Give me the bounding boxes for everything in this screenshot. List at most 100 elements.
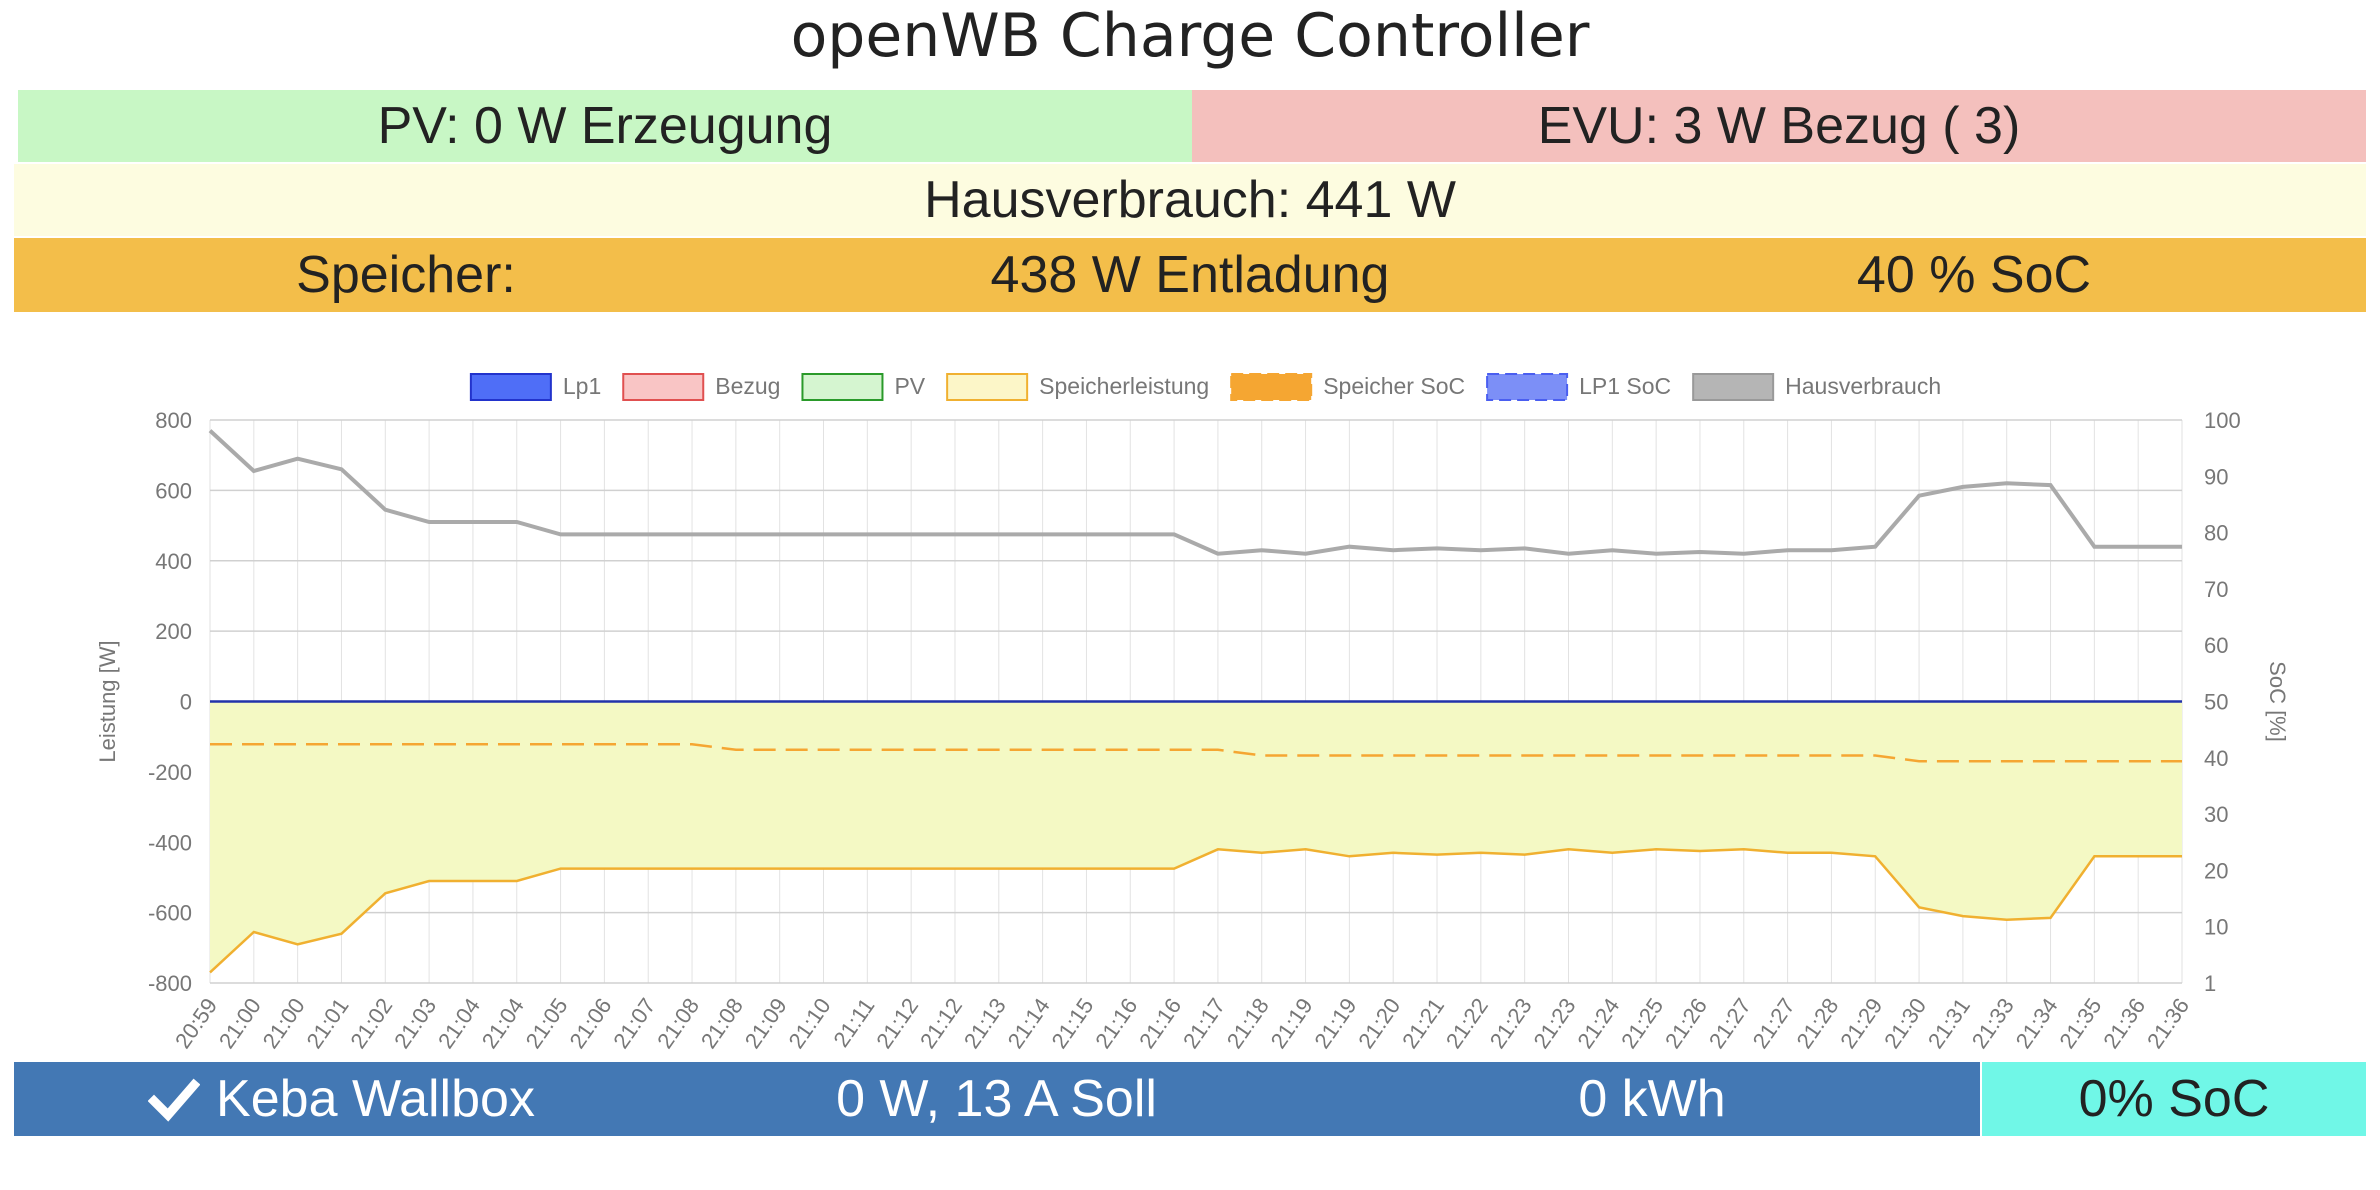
x-tick-label: 21:25 [1616,994,1668,1053]
speicher-label: Speicher: [296,246,516,304]
x-tick-label: 21:35 [2054,994,2106,1053]
x-tick-label: 21:30 [1879,994,1931,1053]
x-tick-label: 21:03 [389,994,441,1053]
hausverbrauch-label: Hausverbrauch: 441 W [924,171,1456,229]
x-tick-label: 21:27 [1704,994,1756,1053]
x-tick-label: 21:17 [1178,994,1230,1053]
x-tick-label: 21:29 [1835,994,1887,1053]
pv-label: PV: 0 W Erzeugung [377,97,833,155]
x-tick-label: 21:28 [1791,994,1843,1053]
x-tick-label: 21:31 [1923,994,1975,1053]
x-tick-label: 21:19 [1309,994,1361,1053]
y2-tick-label: 70 [2204,577,2228,602]
y-tick-label: -600 [148,901,192,926]
legend-label-pv: PV [894,373,925,399]
x-tick-label: 21:23 [1529,994,1581,1053]
y2-tick-label: 40 [2204,746,2228,771]
y2-tick-label: 20 [2204,858,2228,883]
legend-swatch-speicher-soc [1230,373,1313,401]
x-tick-label: 21:06 [564,994,616,1053]
ladepunkt-energy: 0 kWh [1578,1070,1726,1128]
x-tick-label: 21:07 [608,994,660,1053]
legend-label-lp1: Lp1 [563,373,601,399]
x-tick-label: 21:09 [740,994,792,1053]
evu-status-bar[interactable]: EVU: 3 W Bezug ( 3) [1192,90,2366,162]
speicherleistung-area [210,701,2182,973]
y2-tick-label: 90 [2204,464,2228,489]
x-tick-label: 21:08 [652,994,704,1053]
x-tick-label: 21:24 [1572,994,1624,1053]
x-tick-label: 21:22 [1441,994,1493,1053]
x-tick-label: 21:02 [345,994,397,1053]
series-line-speicher-soc [210,742,2182,763]
evu-label: EVU: 3 W Bezug ( 3) [1537,97,2021,155]
page-title: openWB Charge Controller [790,1,1590,71]
speicher-soc: 40 % SoC [1856,246,2092,304]
y-tick-label: 200 [155,619,192,644]
x-tick-label: 21:23 [1485,994,1537,1053]
ladepunkt-name: Keba Wallbox [216,1070,535,1128]
x-tick-label: 21:13 [959,994,1011,1053]
legend-label-lp1-soc: LP1 SoC [1579,373,1671,399]
x-tick-label: 21:27 [1748,994,1800,1053]
x-tick-label: 21:26 [1660,994,1712,1053]
speicher-bar[interactable]: Speicher: 438 W Entladung 40 % SoC [14,238,2366,312]
y2-tick-label: 80 [2204,521,2228,546]
legend-swatch-pv [801,373,884,401]
ladepunkt-soc: 0% SoC [2078,1070,2270,1128]
speicher-power: 438 W Entladung [990,246,1390,304]
y2-tick-label: 60 [2204,633,2228,658]
x-tick-label: 21:12 [915,994,967,1053]
legend-swatch-hausverbrauch [1692,373,1775,401]
legend-label-speicher-soc: Speicher SoC [1323,373,1465,399]
x-tick-label: 20:59 [170,994,222,1053]
y2-tick-label: 10 [2204,915,2228,940]
x-tick-label: 21:04 [433,994,485,1053]
y-tick-label: -400 [148,830,192,855]
ladepunkt-power: 0 W, 13 A Soll [836,1070,1157,1128]
series-line-speicherleistung [209,848,2182,974]
legend-label-speicherleistung: Speicherleistung [1039,373,1209,399]
x-tick-label: 21:14 [1003,994,1055,1053]
y2-axis-title: SoC [%] [2265,661,2290,742]
x-tick-label: 21:01 [302,994,354,1053]
legend-swatch-speicherleistung [946,373,1029,401]
y2-tick-label: 1 [2204,971,2216,996]
y-axis-title: Leistung [W] [95,640,120,762]
y-tick-label: 400 [155,549,192,574]
x-tick-label: 21:00 [214,994,266,1053]
pv-status-bar[interactable]: PV: 0 W Erzeugung [18,90,1192,162]
ladepunkt-name-cell[interactable]: Keba Wallbox [14,1062,669,1136]
legend-label-hausverbrauch: Hausverbrauch [1785,373,1941,399]
x-tick-label: 21:33 [1967,994,2019,1053]
y-tick-label: -200 [148,760,192,785]
series-line-hausverbrauch [208,429,2182,556]
x-tick-label: 21:18 [1222,994,1274,1053]
x-tick-label: 21:21 [1397,994,1449,1053]
x-tick-label: 21:19 [1266,994,1318,1053]
y2-tick-label: 50 [2204,690,2228,715]
legend-swatch-lp1 [469,373,552,401]
x-tick-label: 21:16 [1134,994,1186,1053]
y-tick-label: -800 [148,971,192,996]
x-tick-label: 21:11 [828,994,879,1052]
x-tick-label: 21:34 [2011,994,2063,1053]
y2-tick-label: 30 [2204,802,2228,827]
ladepunkt-soc-bar[interactable]: 0% SoC [1982,1062,2366,1136]
x-tick-label: 21:36 [2142,994,2194,1053]
x-tick-label: 21:00 [258,994,310,1053]
legend-swatch-bezug [622,373,705,401]
checkmark-icon [148,1073,201,1125]
x-tick-label: 21:36 [2098,994,2150,1053]
power-chart: 800 600 400 200 0 -200 -400 -600 -800 100 90 80 70 60… [95,373,2290,1053]
x-tick-label: 21:04 [477,994,529,1053]
x-tick-label: 21:10 [784,994,836,1053]
y-tick-label: 800 [155,408,192,433]
ladepunkt-bar[interactable]: Keba Wallbox 0 W, 13 A Soll 0 kWh [14,1062,1980,1136]
y-tick-label: 600 [155,478,192,503]
x-tick-label: 21:12 [871,994,923,1053]
y-tick-label: 0 [180,690,192,715]
legend-swatch-lp1-soc [1486,373,1569,401]
x-tick-label: 21:20 [1353,994,1405,1053]
x-tick-label: 21:16 [1090,994,1142,1053]
